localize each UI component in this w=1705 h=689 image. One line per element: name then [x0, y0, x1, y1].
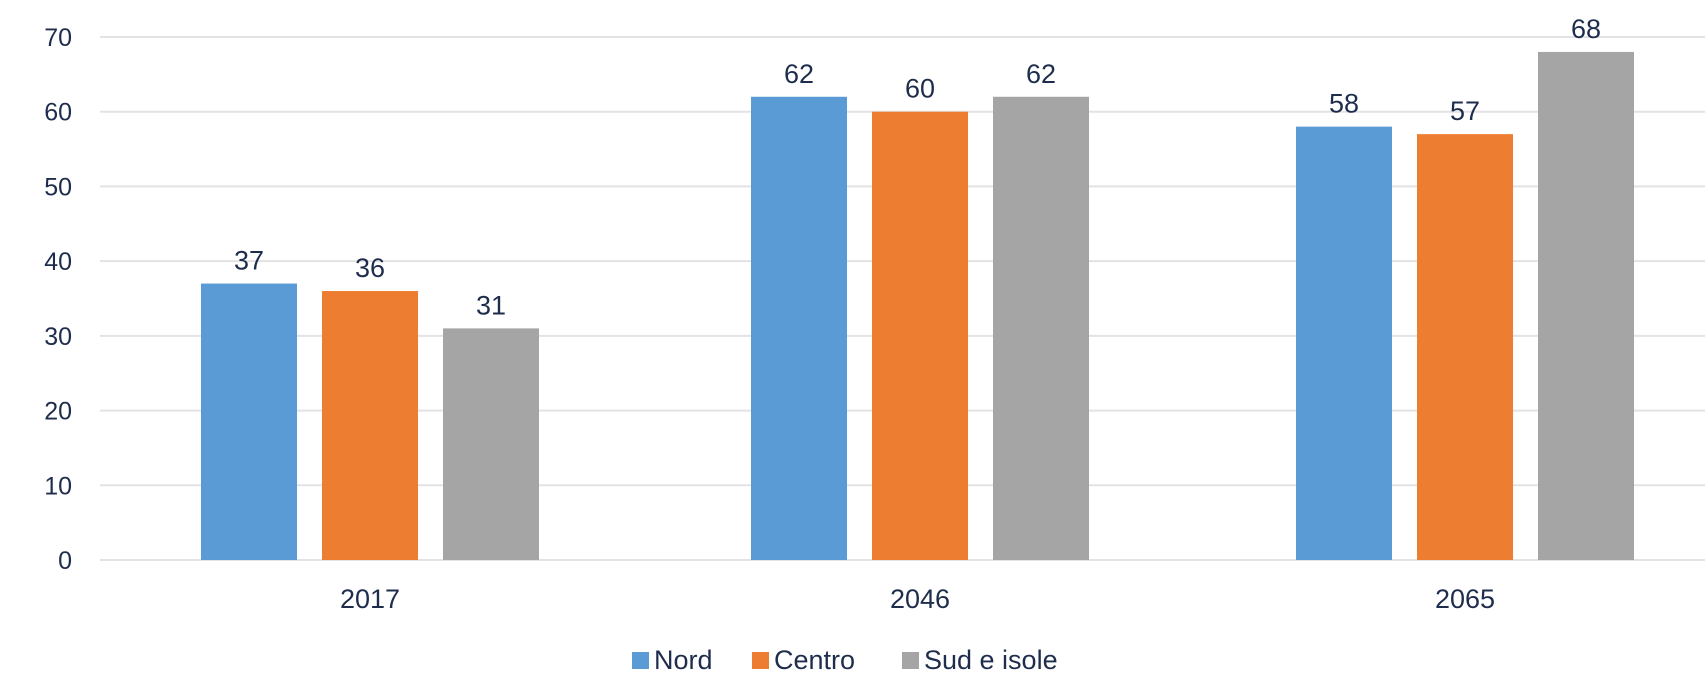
bar-nord-2017: [201, 283, 297, 560]
bar-sud-e-isole-2017: [443, 328, 539, 560]
legend-swatch-centro: [752, 652, 769, 669]
bar-nord-2065: [1296, 126, 1392, 561]
x-category-label: 2046: [890, 584, 950, 614]
legend-label: Sud e isole: [924, 645, 1058, 675]
data-label: 62: [1026, 59, 1056, 89]
data-label: 31: [476, 290, 506, 320]
y-tick-label: 50: [44, 173, 72, 201]
bar-sud-e-isole-2065: [1538, 51, 1634, 560]
y-tick-label: 30: [44, 323, 72, 351]
legend: Nord Centro Sud e isole: [632, 645, 1058, 675]
legend-swatch-nord: [632, 652, 649, 669]
data-label: 68: [1571, 14, 1601, 44]
data-label: 60: [905, 74, 935, 104]
y-tick-label: 20: [44, 398, 72, 426]
data-label: 37: [234, 246, 264, 276]
data-label: 57: [1450, 96, 1480, 126]
data-label: 62: [784, 59, 814, 89]
legend-label: Centro: [774, 645, 855, 675]
bar-centro-2046: [872, 111, 968, 560]
legend-swatch-sud-e-isole: [902, 652, 919, 669]
legend-label: Nord: [654, 645, 713, 675]
data-labels: 37 36 31 62 60 62 58 57 68: [234, 14, 1601, 320]
data-label: 36: [355, 253, 385, 283]
y-tick-label: 60: [44, 99, 72, 127]
y-tick-label: 70: [44, 24, 72, 52]
y-axis-ticks: 0 10 20 30 40 50 60 70: [44, 24, 72, 575]
data-label: 58: [1329, 89, 1359, 119]
x-category-label: 2065: [1435, 584, 1495, 614]
bar-nord-2046: [751, 96, 847, 561]
bars: [201, 51, 1634, 561]
bar-sud-e-isole-2046: [993, 96, 1089, 561]
x-axis-categories: 2017 2046 2065: [340, 584, 1495, 614]
bar-centro-2017: [322, 291, 418, 560]
bar-centro-2065: [1417, 134, 1513, 560]
y-tick-label: 10: [44, 472, 72, 500]
x-category-label: 2017: [340, 584, 400, 614]
y-tick-label: 0: [58, 547, 72, 575]
y-tick-label: 40: [44, 248, 72, 276]
